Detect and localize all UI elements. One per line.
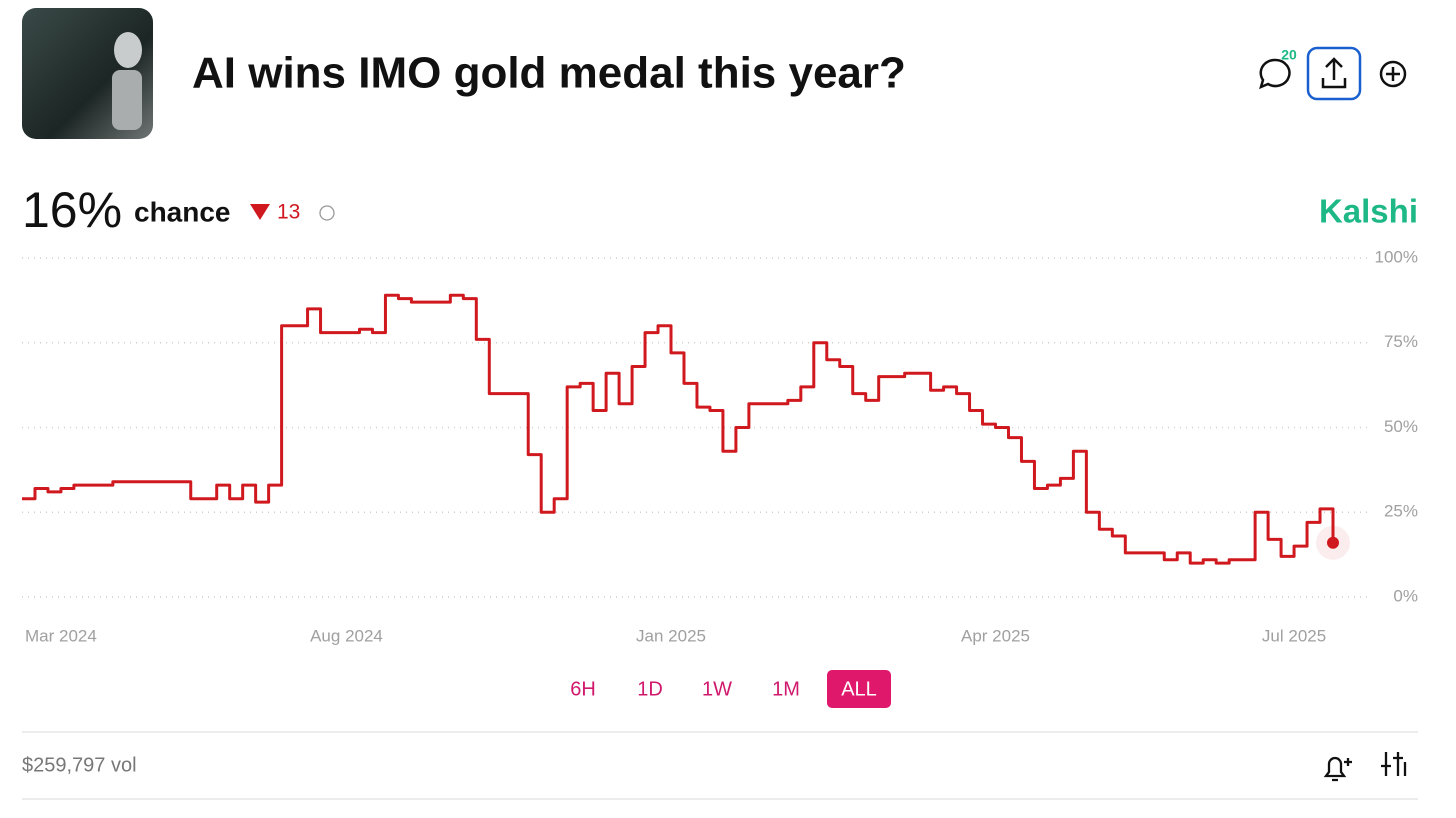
volume: $259,797 vol <box>22 754 137 776</box>
x-tick-label: Apr 2025 <box>961 626 1030 645</box>
price-line <box>22 293 1335 565</box>
range-button[interactable]: 6H <box>570 678 596 700</box>
add-icon <box>1379 60 1407 88</box>
change-arrow <box>250 204 270 220</box>
settings-icon[interactable] <box>1381 752 1407 776</box>
y-tick-label: 100% <box>1375 247 1418 266</box>
comments-button[interactable]: 20 <box>1259 47 1297 90</box>
comments-count: 20 <box>1281 47 1297 63</box>
range-button[interactable]: 1D <box>637 678 663 700</box>
robot-head <box>114 32 142 68</box>
range-button[interactable]: ALL <box>841 678 877 700</box>
chart: 0% 25% 50% 75% 100% Mar 2024 Aug 2024 Jan 2025 A… <box>22 247 1418 645</box>
x-tick-label: Jul 2025 <box>1262 626 1326 645</box>
market-title: AI wins IMO gold medal this year? <box>192 49 906 98</box>
range-button[interactable]: 1M <box>772 678 800 700</box>
share-button[interactable] <box>1306 46 1362 101</box>
comment-icon <box>1259 58 1291 90</box>
brand: Kalshi <box>1319 193 1418 230</box>
bell-icon <box>1323 756 1347 782</box>
add-cross <box>1386 67 1400 81</box>
x-tick-label: Aug 2024 <box>310 626 383 645</box>
range-button-bg <box>827 670 891 708</box>
robot-body <box>112 70 142 130</box>
chance-value: 16% <box>22 182 122 238</box>
y-tick-label: 25% <box>1384 502 1418 521</box>
x-tick-label: Mar 2024 <box>25 626 97 645</box>
range-button[interactable]: 1W <box>702 678 732 700</box>
alert-button[interactable] <box>1323 756 1352 782</box>
range-selector: 6H 1D 1W 1M ALL <box>570 670 891 708</box>
current-point <box>1327 536 1339 549</box>
add-button[interactable] <box>1379 60 1407 88</box>
y-tick-label: 75% <box>1384 332 1418 351</box>
info-icon[interactable] <box>319 205 335 221</box>
x-tick-label: Jan 2025 <box>636 626 706 645</box>
y-tick-label: 0% <box>1393 586 1418 605</box>
y-tick-label: 50% <box>1384 417 1418 436</box>
bell-plus <box>1344 758 1352 766</box>
share-icon <box>1321 57 1347 89</box>
chance-change: 13 <box>277 201 300 224</box>
chance-label: chance <box>134 196 231 227</box>
